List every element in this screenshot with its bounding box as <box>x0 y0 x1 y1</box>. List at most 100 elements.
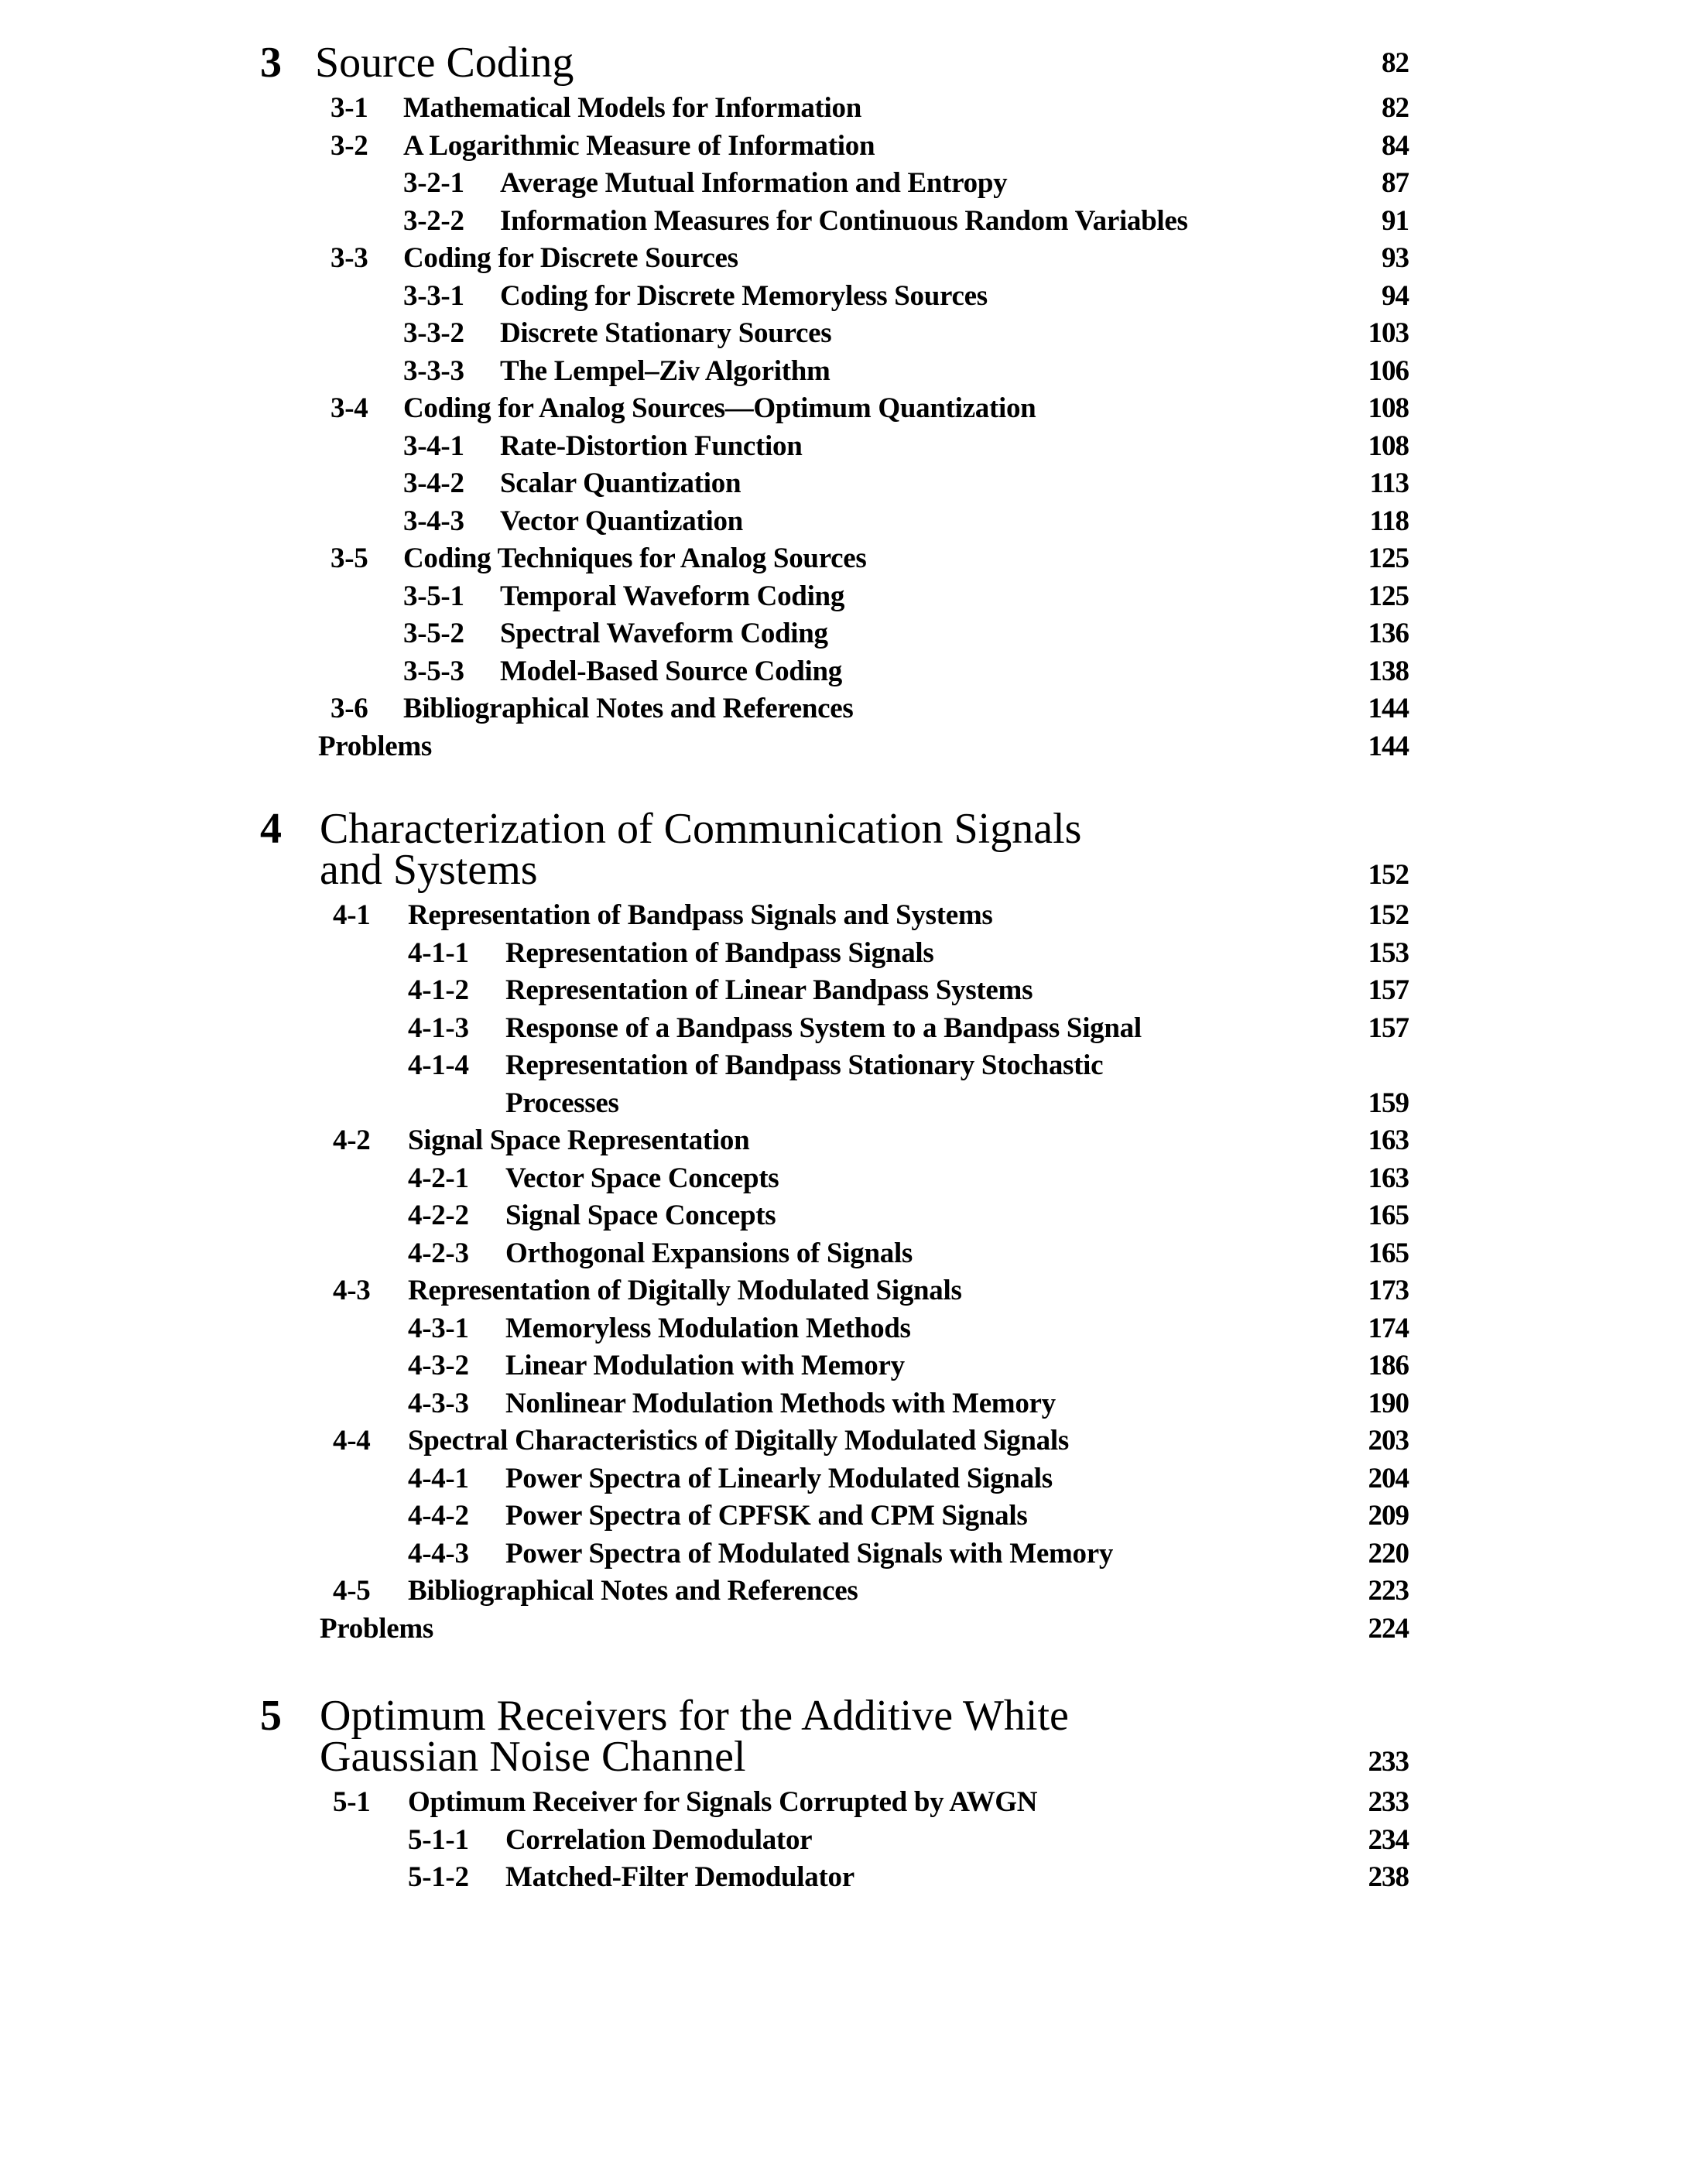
entry-title[interactable]: Average Mutual Information and Entropy <box>500 167 1008 199</box>
entry-number: 3-4 <box>330 392 368 424</box>
toc-entry[interactable]: 3-2-1 Average Mutual Information and Entr… <box>0 165 1685 203</box>
entry-page-number: 125 <box>1368 580 1409 612</box>
toc-entry[interactable]: 5-1 Optimum Receiver for Signals Corrupte… <box>0 1784 1685 1822</box>
entry-title[interactable]: The Lempel–Ziv Algorithm <box>500 354 831 387</box>
toc-entry[interactable]: 3-5 Coding Techniques for Analog Sources 1… <box>0 540 1685 578</box>
entry-title[interactable]: Spectral Characteristics of Digitally Mo… <box>408 1425 1069 1457</box>
toc-entry[interactable]: 3-5-1 Temporal Waveform Coding 125 <box>0 578 1685 616</box>
toc-entry[interactable]: 3-3-3 The Lempel–Ziv Algorithm 106 <box>0 353 1685 391</box>
entry-title[interactable]: Nonlinear Modulation Methods with Memory <box>505 1387 1056 1419</box>
toc-entry[interactable]: 3-6 Bibliographical Notes and References 1… <box>0 690 1685 728</box>
entry-title[interactable]: Representation of Digitally Modulated Si… <box>408 1275 962 1306</box>
entry-title[interactable]: Scalar Quantization <box>500 467 741 499</box>
entry-number: 5-1-1 <box>408 1823 469 1856</box>
entry-title[interactable]: Coding Techniques for Analog Sources <box>403 543 867 574</box>
entry-page-number: 138 <box>1368 655 1409 687</box>
entry-page-number: 91 <box>1382 204 1409 237</box>
toc-entry[interactable]: 4-3-3 Nonlinear Modulation Methods with M… <box>0 1385 1685 1423</box>
entry-title[interactable]: Power Spectra of Modulated Signals with … <box>505 1537 1114 1570</box>
toc-entry[interactable]: 3-3-1 Coding for Discrete Memoryless Sour… <box>0 278 1685 316</box>
toc-entry[interactable]: 3-2-2 Information Measures for Continuous… <box>0 203 1685 241</box>
entry-title[interactable]: Rate-Distortion Function <box>500 430 803 462</box>
toc-entry[interactable]: 3-1 Mathematical Models for Information 82 <box>0 90 1685 128</box>
toc-entry[interactable]: 4-2-1 Vector Space Concepts 163 <box>0 1160 1685 1198</box>
entry-title[interactable]: Vector Quantization <box>500 505 743 537</box>
entry-number: 3-3-3 <box>403 354 464 387</box>
entry-title[interactable]: Temporal Waveform Coding <box>500 580 845 612</box>
entry-title[interactable]: Power Spectra of CPFSK and CPM Signals <box>505 1500 1028 1532</box>
entry-title[interactable]: Information Measures for Continuous Rand… <box>500 204 1188 237</box>
toc-entry[interactable]: 3-4-3 Vector Quantization 118 <box>0 503 1685 541</box>
toc-entry[interactable]: 4-4 Spectral Characteristics of Digitally… <box>0 1422 1685 1460</box>
toc-entry[interactable]: 3-2 A Logarithmic Measure of Information 8… <box>0 128 1685 166</box>
entry-title[interactable]: Orthogonal Expansions of Signals <box>505 1237 913 1269</box>
entry-title[interactable]: Correlation Demodulator <box>505 1823 813 1856</box>
entry-title[interactable]: Discrete Stationary Sources <box>500 317 832 349</box>
entry-title[interactable]: Optimum Receiver for Signals Corrupted b… <box>408 1786 1038 1818</box>
entry-title[interactable]: Linear Modulation with Memory <box>505 1350 905 1381</box>
toc-entry[interactable]: 4-2 Signal Space Representation 163 <box>0 1122 1685 1160</box>
toc-entry[interactable]: 3-4-2 Scalar Quantization 113 <box>0 465 1685 503</box>
entry-title[interactable]: Power Spectra of Linearly Modulated Sign… <box>505 1462 1053 1494</box>
toc-entry[interactable]: 4-1-2 Representation of Linear Bandpass S… <box>0 972 1685 1010</box>
toc-entry[interactable]: 4-4-1 Power Spectra of Linearly Modulated… <box>0 1460 1685 1498</box>
entry-title[interactable]: Problems <box>320 1612 433 1645</box>
entry-title[interactable]: Memoryless Modulation Methods <box>505 1312 911 1344</box>
toc-entry[interactable]: 3-3-2 Discrete Stationary Sources 103 <box>0 315 1685 353</box>
entry-title[interactable]: Mathematical Models for Information <box>403 92 862 124</box>
entry-number: 4-2-1 <box>408 1162 469 1194</box>
entry-title[interactable]: Bibliographical Notes and References <box>408 1575 858 1607</box>
toc-entry[interactable]: 3-3 Coding for Discrete Sources 93 <box>0 240 1685 278</box>
toc-entry[interactable]: 4-1 Representation of Bandpass Signals an… <box>0 897 1685 935</box>
toc-entry[interactable]: 3-4 Coding for Analog Sources—Optimum Qua… <box>0 390 1685 428</box>
chapter-heading-line: Gaussian Noise Channel 233 <box>0 1735 1685 1778</box>
toc-entry[interactable]: 4-2-3 Orthogonal Expansions of Signals 165 <box>0 1235 1685 1273</box>
toc-entry[interactable]: 4-5 Bibliographical Notes and References 2… <box>0 1573 1685 1611</box>
toc-entry[interactable]: 3-5-2 Spectral Waveform Coding 136 <box>0 615 1685 653</box>
entry-page-number: 163 <box>1368 1125 1409 1156</box>
entry-title[interactable]: Bibliographical Notes and References <box>403 693 854 724</box>
toc-entry[interactable]: 4-1-3 Response of a Bandpass System to a … <box>0 1010 1685 1048</box>
entry-number: 3-2-2 <box>403 204 464 237</box>
entry-number: 3-5-1 <box>403 580 464 612</box>
toc-entry[interactable]: Problems 224 <box>0 1611 1685 1648</box>
entry-title[interactable]: Signal Space Concepts <box>505 1200 776 1231</box>
entry-page-number: 113 <box>1369 467 1409 499</box>
entry-title[interactable]: Processes <box>505 1087 619 1119</box>
toc-entry[interactable]: 4-3 Representation of Digitally Modulated… <box>0 1272 1685 1310</box>
entry-title[interactable]: Representation of Bandpass Signals <box>505 936 934 969</box>
entry-title[interactable]: Representation of Bandpass Stationary St… <box>505 1049 1104 1081</box>
entry-title[interactable]: Signal Space Representation <box>408 1125 750 1156</box>
toc-entry[interactable]: 4-1-1 Representation of Bandpass Signals 1… <box>0 935 1685 973</box>
entry-number: 3-5-2 <box>403 618 464 649</box>
entry-page-number: 165 <box>1368 1237 1409 1269</box>
toc-entry[interactable]: 5-1-2 Matched-Filter Demodulator 238 <box>0 1859 1685 1897</box>
toc-entry[interactable]: 3-5-3 Model-Based Source Coding 138 <box>0 653 1685 691</box>
toc-entry[interactable]: 4-4-3 Power Spectra of Modulated Signals … <box>0 1535 1685 1573</box>
toc-entry[interactable]: 4-3-1 Memoryless Modulation Methods 174 <box>0 1310 1685 1348</box>
toc-entry[interactable]: 4-2-2 Signal Space Concepts 165 <box>0 1197 1685 1235</box>
toc-entry[interactable]: Problems 144 <box>0 728 1685 766</box>
entry-page-number: 136 <box>1368 618 1409 649</box>
toc-entry[interactable]: Processes 159 <box>0 1085 1685 1123</box>
toc-entry[interactable]: 4-3-2 Linear Modulation with Memory 186 <box>0 1347 1685 1385</box>
toc-entry[interactable]: 3-4-1 Rate-Distortion Function 108 <box>0 428 1685 466</box>
entry-title[interactable]: A Logarithmic Measure of Information <box>403 129 875 162</box>
toc-entry[interactable]: 4-4-2 Power Spectra of CPFSK and CPM Sign… <box>0 1498 1685 1535</box>
entry-title[interactable]: Coding for Analog Sources—Optimum Quanti… <box>403 392 1036 424</box>
entry-number: 3-2 <box>330 129 368 162</box>
entry-title[interactable]: Model-Based Source Coding <box>500 655 843 687</box>
toc-entry[interactable]: 5-1-1 Correlation Demodulator 234 <box>0 1822 1685 1860</box>
entry-title[interactable]: Spectral Waveform Coding <box>500 618 828 649</box>
entry-title[interactable]: Response of a Bandpass System to a Bandp… <box>505 1012 1142 1044</box>
entry-title[interactable]: Representation of Bandpass Signals and S… <box>408 899 993 931</box>
entry-title[interactable]: Coding for Discrete Memoryless Sources <box>500 279 988 312</box>
entry-title[interactable]: Representation of Linear Bandpass System… <box>505 974 1033 1006</box>
entry-page-number: 157 <box>1368 974 1409 1006</box>
toc-entry[interactable]: 4-1-4 Representation of Bandpass Stationa… <box>0 1047 1685 1085</box>
entry-title[interactable]: Vector Space Concepts <box>505 1162 779 1194</box>
entry-page-number: 224 <box>1368 1612 1409 1645</box>
entry-title[interactable]: Coding for Discrete Sources <box>403 242 738 274</box>
entry-title[interactable]: Matched-Filter Demodulator <box>505 1861 854 1893</box>
entry-title[interactable]: Problems <box>318 730 432 762</box>
